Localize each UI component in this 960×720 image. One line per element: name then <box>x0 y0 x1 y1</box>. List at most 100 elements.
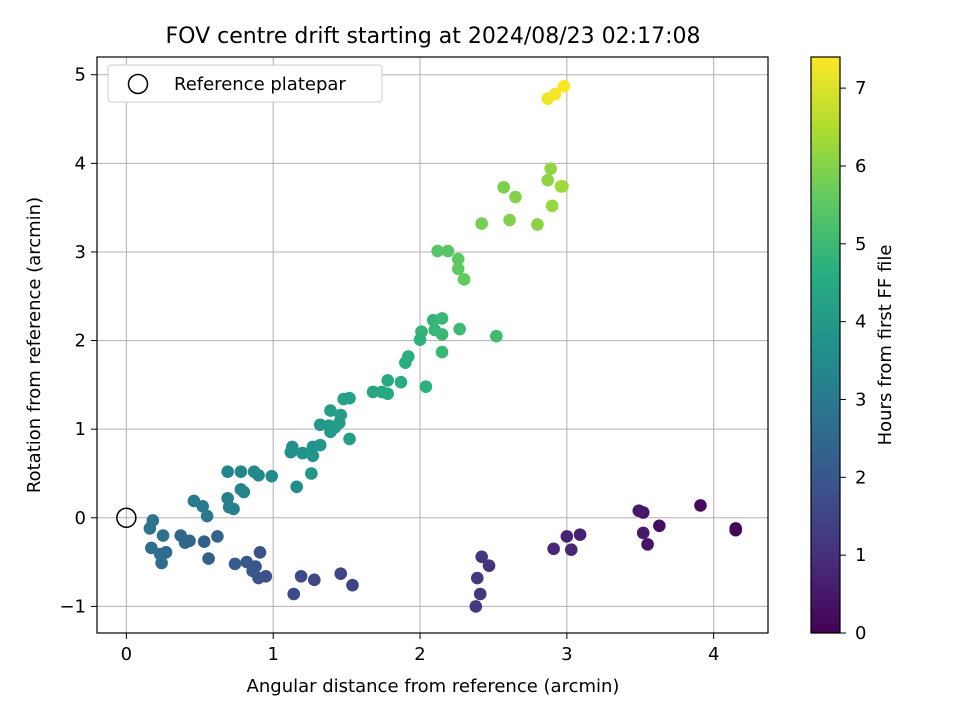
data-point <box>435 345 449 359</box>
legend-marker-icon <box>127 73 149 95</box>
x-tick-label: 3 <box>561 644 572 665</box>
data-point <box>453 322 466 336</box>
data-point <box>381 374 395 387</box>
reference-point-marker <box>116 507 137 529</box>
data-point <box>197 535 211 549</box>
data-point <box>545 199 559 213</box>
data-point <box>451 252 465 266</box>
data-point <box>308 573 321 587</box>
legend-box <box>107 64 383 103</box>
data-point <box>497 180 511 194</box>
x-tick-label: 4 <box>708 644 719 665</box>
data-point <box>202 552 215 565</box>
data-point <box>287 587 301 601</box>
colorbar-tick-label: 1 <box>855 545 866 566</box>
data-point <box>346 578 359 592</box>
data-point <box>334 567 348 580</box>
colorbar-gradient <box>810 56 841 634</box>
data-point <box>473 587 487 601</box>
data-point <box>294 569 308 583</box>
data-point <box>394 375 408 389</box>
data-point <box>435 312 449 325</box>
data-point <box>441 244 455 258</box>
data-point <box>541 173 555 187</box>
y-tick-label: 5 <box>75 65 86 86</box>
x-tick-label: 0 <box>121 644 132 665</box>
y-tick-label: 2 <box>75 331 86 352</box>
data-point <box>490 329 503 343</box>
data-point <box>573 528 587 541</box>
y-tick-label: −1 <box>59 596 86 617</box>
data-point <box>694 499 707 512</box>
data-point <box>415 325 428 339</box>
data-point <box>469 600 483 613</box>
y-axis-label: Rotation from reference (arcmin) <box>24 197 45 493</box>
data-point <box>252 468 265 482</box>
data-point <box>564 543 578 557</box>
data-point <box>560 530 574 543</box>
data-point <box>324 404 337 417</box>
data-point <box>419 380 433 393</box>
y-axis-ticks: −1 0 1 2 3 4 5 <box>59 65 97 617</box>
data-point <box>554 180 568 193</box>
chart-title: FOV centre drift starting at 2024/08/23 … <box>166 24 701 49</box>
data-point <box>200 509 214 523</box>
data-point <box>435 328 449 341</box>
data-point <box>343 432 356 446</box>
data-point <box>653 519 666 533</box>
data-point <box>531 218 544 231</box>
data-point <box>156 529 170 542</box>
colorbar-tick-label: 4 <box>855 312 866 333</box>
data-point <box>145 541 158 555</box>
plot-area: 0 1 2 3 4 −1 0 1 2 3 4 5 <box>59 56 769 665</box>
data-point <box>234 465 248 479</box>
data-point <box>366 385 380 399</box>
data-point <box>246 564 259 578</box>
data-point <box>227 502 240 516</box>
data-point <box>221 465 234 479</box>
colorbar-tick-label: 7 <box>855 78 866 99</box>
data-point <box>296 446 309 460</box>
data-point <box>641 538 654 551</box>
x-tick-label: 1 <box>267 644 278 665</box>
colorbar-ticks: 0 1 2 3 4 5 6 7 <box>840 78 866 644</box>
data-point <box>457 273 471 286</box>
data-point <box>343 391 356 405</box>
data-point <box>240 555 254 569</box>
data-point <box>544 162 557 175</box>
colorbar-tick-label: 2 <box>855 467 866 488</box>
colorbar-label: Hours from first FF file <box>875 245 896 446</box>
data-point <box>470 571 484 585</box>
data-point <box>729 523 742 537</box>
colorbar-tick-label: 3 <box>855 389 866 410</box>
data-point <box>211 530 224 543</box>
data-point <box>284 445 298 459</box>
colorbar-tick-label: 6 <box>855 156 866 177</box>
data-point <box>547 542 560 556</box>
data-point <box>290 480 303 494</box>
colorbar-tick-label: 0 <box>855 623 866 644</box>
data-point <box>451 262 465 276</box>
data-point <box>509 190 522 204</box>
data-point <box>475 550 488 564</box>
data-point <box>187 494 201 508</box>
data-point <box>228 557 242 571</box>
data-point <box>306 449 320 463</box>
data-point <box>237 485 251 499</box>
x-tick-label: 2 <box>414 644 425 665</box>
y-tick-label: 0 <box>75 508 86 529</box>
data-point <box>146 514 160 527</box>
data-point <box>265 469 279 483</box>
data-point <box>548 87 562 101</box>
data-point <box>305 467 318 480</box>
data-point <box>253 546 267 559</box>
data-point <box>381 387 395 401</box>
data-point <box>313 438 327 452</box>
data-points <box>143 79 742 613</box>
plot-background <box>97 57 768 633</box>
colorbar-tick-label: 5 <box>855 234 866 255</box>
data-point <box>475 217 488 230</box>
y-tick-label: 1 <box>75 419 86 440</box>
data-point <box>334 408 348 422</box>
